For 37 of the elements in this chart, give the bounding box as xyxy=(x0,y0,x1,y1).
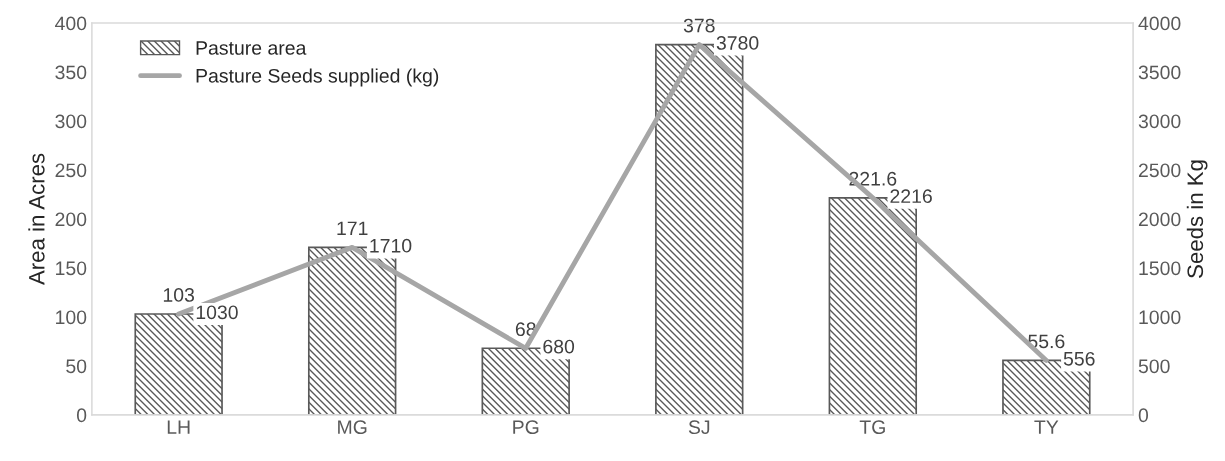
legend-label: Pasture Seeds supplied (kg) xyxy=(196,68,439,87)
y-tick-label: 150 xyxy=(56,261,87,276)
y2-tick-label: 3500 xyxy=(1138,65,1181,80)
x-tick-label: PG xyxy=(513,420,539,435)
y2-tick-label: 2000 xyxy=(1138,212,1181,227)
x-tick-label: SJ xyxy=(688,420,710,435)
y-tick-label: 400 xyxy=(55,16,87,31)
y2-tick-label: 3000 xyxy=(1138,114,1181,129)
y2-tick-label: 1000 xyxy=(1139,310,1181,325)
y2-tick-label: 4000 xyxy=(1138,16,1181,31)
x-tick-label: TG xyxy=(859,420,885,435)
data-label: 1030 xyxy=(196,305,238,320)
data-label: 103 xyxy=(163,288,195,302)
legend-label: Pasture area xyxy=(196,41,307,55)
y2-axis-title: Seeds in Kg xyxy=(1186,160,1208,278)
data-label: 680 xyxy=(543,339,575,354)
x-tick-label: TY xyxy=(1034,420,1059,434)
x-tick-label: MG xyxy=(338,420,367,435)
y-tick-label: 250 xyxy=(55,163,87,178)
y-tick-label: 50 xyxy=(66,359,87,374)
y-axis-title: Area in Acres xyxy=(28,153,45,286)
data-label: 171 xyxy=(337,221,368,236)
y-tick-label: 350 xyxy=(55,65,87,80)
y2-tick-label: 2500 xyxy=(1138,163,1181,178)
data-label: 556 xyxy=(1063,351,1095,366)
data-label: 378 xyxy=(683,18,715,33)
y2-tick-label: 0 xyxy=(1138,408,1149,423)
y2-tick-label: 1500 xyxy=(1139,261,1181,276)
data-label: 2216 xyxy=(890,189,932,204)
y-tick-label: 200 xyxy=(55,212,87,227)
y-tick-label: 100 xyxy=(56,310,87,325)
data-label: 1710 xyxy=(370,238,412,253)
data-label: 3780 xyxy=(716,36,759,50)
y-tick-label: 0 xyxy=(76,408,87,423)
y-tick-label: 300 xyxy=(55,114,87,129)
x-tick-label: LH xyxy=(167,420,190,434)
y2-tick-label: 500 xyxy=(1138,359,1170,374)
